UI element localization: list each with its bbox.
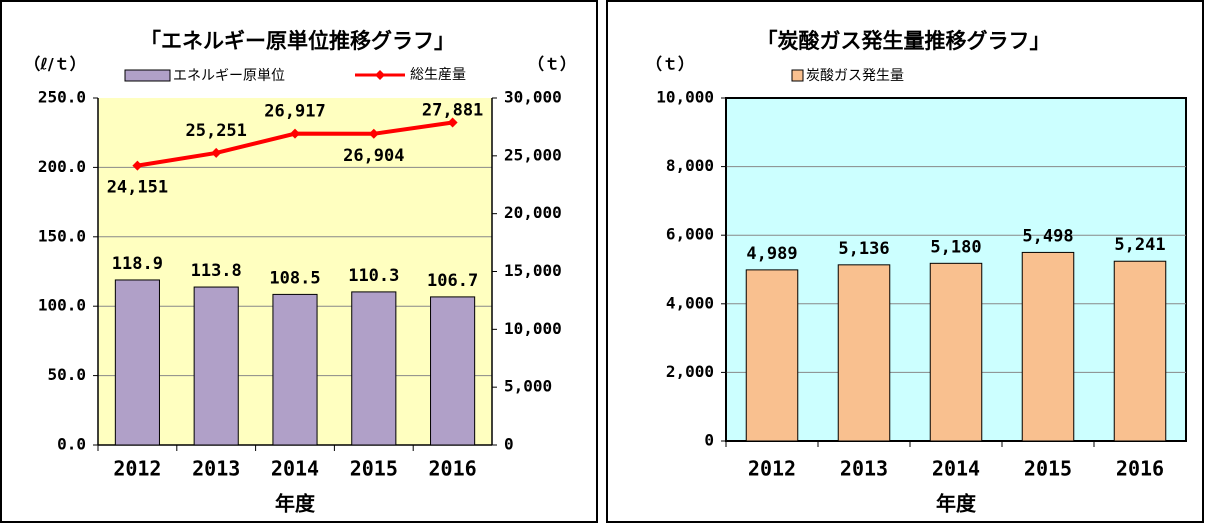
- value-label: 108.5: [269, 268, 320, 288]
- line-point: [368, 128, 379, 139]
- value-label: 26,917: [264, 102, 325, 122]
- bar: [929, 262, 983, 442]
- bar: [351, 291, 397, 446]
- x-tick-label: 2013: [840, 457, 888, 481]
- chart-title: 「エネルギー原単位推移グラフ」: [140, 29, 455, 53]
- x-tick-label: 2016: [429, 457, 477, 481]
- value-label: 106.7: [427, 271, 478, 291]
- legend-label: 炭酸ガス発生量: [806, 68, 904, 84]
- y-tick-label: 6,000: [666, 225, 714, 244]
- bar: [1021, 251, 1075, 442]
- value-label: 26,904: [343, 146, 404, 166]
- x-tick-label: 2016: [1116, 457, 1164, 481]
- x-tick-label: 2015: [1024, 457, 1072, 481]
- x-tick-label: 2015: [350, 457, 398, 481]
- x-axis-label: 年度: [275, 492, 316, 516]
- y2-tick-label: 30,000: [504, 88, 562, 107]
- y2-tick-label: 20,000: [504, 203, 562, 222]
- x-tick-label: 2012: [113, 457, 161, 481]
- legend-label: エネルギー原単位: [173, 68, 285, 84]
- y-tick-label: 50.0: [47, 365, 86, 384]
- x-tick-label: 2012: [748, 457, 796, 481]
- y-axis-label: （ℓ/ｔ）: [24, 55, 85, 74]
- legend-marker: [375, 70, 385, 80]
- y-tick-label: 4,000: [666, 293, 714, 312]
- x-axis-label: 年度: [936, 492, 977, 516]
- y-tick-label: 8,000: [666, 156, 714, 175]
- value-label: 5,136: [838, 239, 889, 259]
- line-point: [290, 128, 300, 139]
- value-label: 24,151: [107, 178, 168, 198]
- legend-swatch: [791, 69, 804, 82]
- line-point: [132, 160, 143, 171]
- bar: [430, 296, 476, 446]
- bar: [272, 293, 318, 446]
- value-label: 5,498: [1022, 226, 1073, 246]
- legend-label: 総生産量: [410, 67, 466, 83]
- bar: [745, 269, 799, 442]
- y2-tick-label: 10,000: [504, 319, 562, 338]
- line-point: [211, 147, 222, 158]
- y-tick-label: 100.0: [38, 296, 86, 315]
- value-label: 5,241: [1114, 235, 1165, 255]
- bar: [193, 286, 239, 446]
- y-tick-label: 0: [704, 431, 714, 450]
- y-tick-label: 0.0: [57, 435, 86, 454]
- x-tick-label: 2014: [271, 457, 319, 481]
- y-tick-label: 250.0: [38, 88, 86, 107]
- value-label: 27,881: [422, 101, 483, 121]
- y2-tick-label: 5,000: [504, 377, 552, 396]
- y2-axis-label: （ｔ）: [528, 55, 576, 74]
- value-label: 110.3: [348, 266, 399, 286]
- value-label: 4,989: [746, 244, 797, 264]
- bar: [114, 279, 160, 446]
- y-tick-label: 10,000: [656, 88, 714, 107]
- value-label: 113.8: [191, 261, 242, 281]
- line-point: [447, 117, 458, 128]
- bar: [1113, 260, 1167, 442]
- chart-title: 「炭酸ガス発生量推移グラフ」: [757, 29, 1051, 53]
- y-tick-label: 200.0: [38, 157, 86, 176]
- legend-swatch: [124, 69, 171, 82]
- bar: [837, 264, 891, 442]
- x-tick-label: 2014: [932, 457, 980, 481]
- x-tick-label: 2013: [192, 457, 240, 481]
- value-label: 5,180: [930, 237, 981, 257]
- y-tick-label: 150.0: [38, 226, 86, 245]
- y2-tick-label: 25,000: [504, 145, 562, 164]
- y2-tick-label: 15,000: [504, 261, 562, 280]
- value-label: 25,251: [185, 121, 246, 141]
- y-tick-label: 2,000: [666, 362, 714, 381]
- value-label: 118.9: [112, 254, 163, 274]
- y-axis-label: （ｔ）: [646, 55, 694, 74]
- y2-tick-label: 0: [504, 435, 514, 454]
